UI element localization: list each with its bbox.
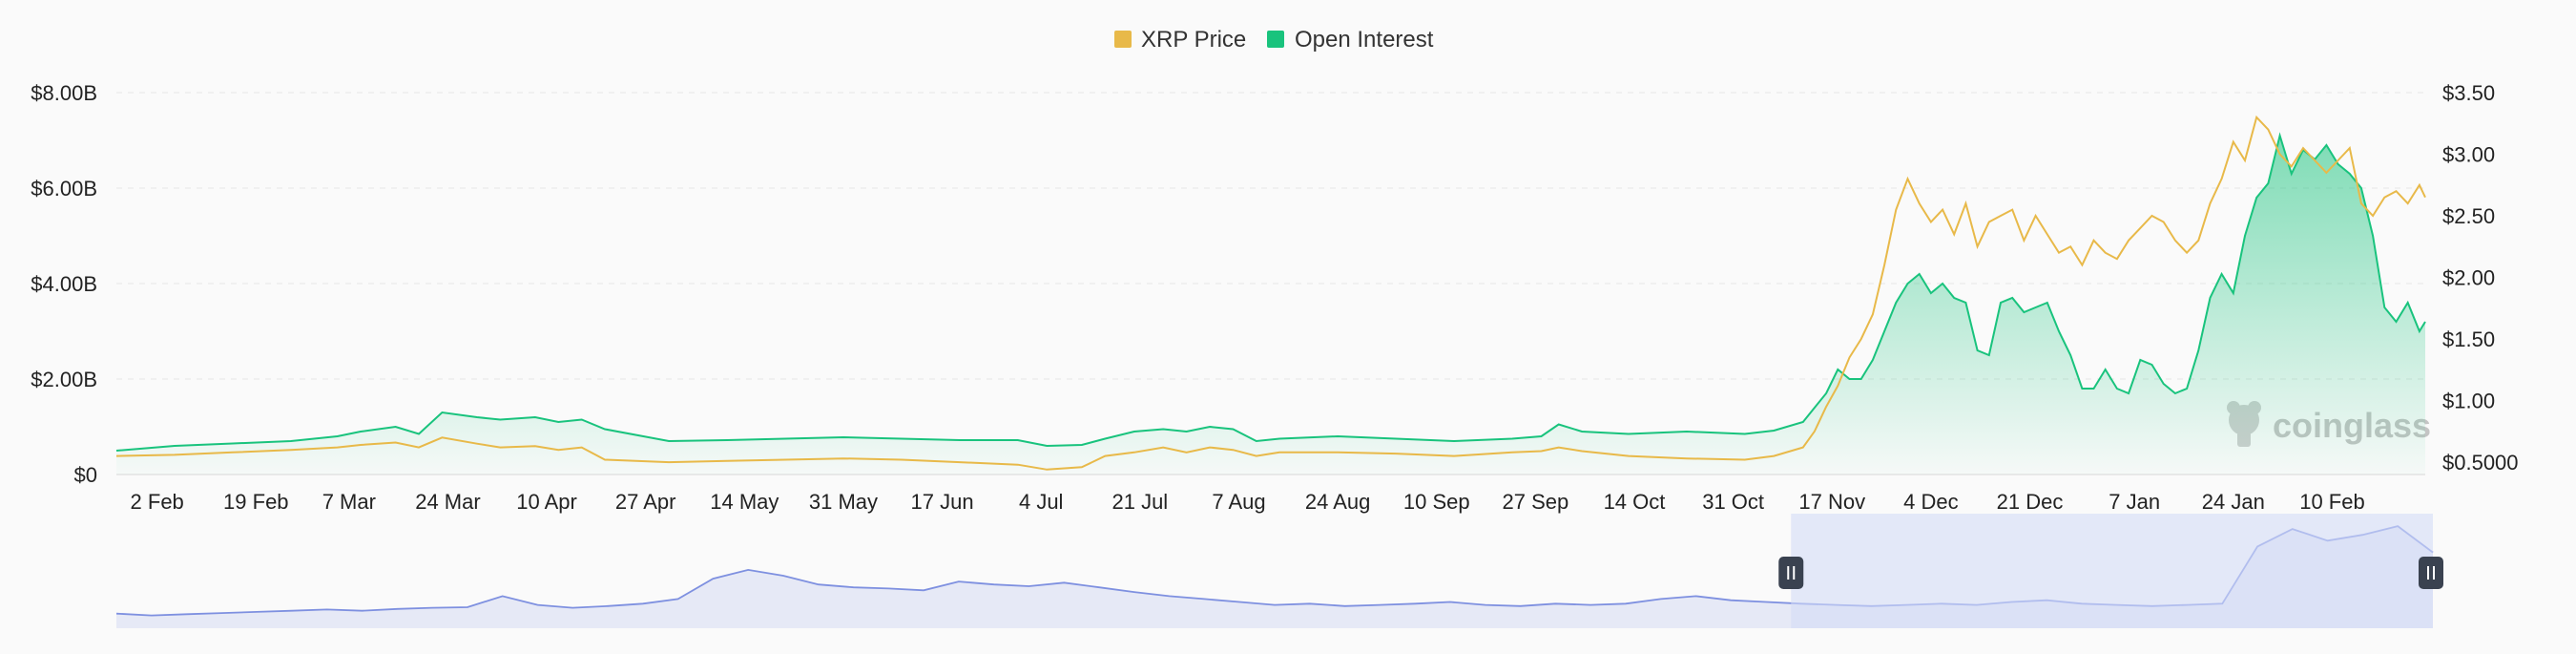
x-axis-tick-label: 10 Feb bbox=[2299, 490, 2365, 514]
x-axis-tick-label: 2 Feb bbox=[131, 490, 184, 514]
x-axis-tick-label: 7 Mar bbox=[322, 490, 376, 514]
open-interest-line bbox=[115, 132, 2426, 452]
left-axis-tick-label: $4.00B bbox=[31, 272, 97, 296]
right-axis-tick-label: $1.00 bbox=[2442, 390, 2495, 413]
right-axis-tick-label: $1.50 bbox=[2442, 327, 2495, 351]
legend-item-open-interest[interactable]: Open Interest bbox=[1267, 27, 1434, 53]
legend: XRP Price Open Interest bbox=[1114, 27, 1434, 53]
left-axis: $0 $2.00B $4.00B $6.00B $8.00B bbox=[31, 81, 97, 487]
x-axis: 2 Feb 19 Feb 7 Mar 24 Mar 10 Apr 27 Apr 14 May… bbox=[131, 490, 2365, 514]
navigator-handle-left[interactable] bbox=[1778, 557, 1804, 589]
legend-swatch-open-interest bbox=[1267, 31, 1284, 48]
navigator-area bbox=[116, 526, 2433, 628]
open-interest-area bbox=[116, 136, 2425, 475]
x-axis-tick-label: 17 Nov bbox=[1798, 490, 1865, 514]
left-axis-tick-label: $8.00B bbox=[31, 81, 97, 105]
legend-label-price: XRP Price bbox=[1141, 27, 1246, 53]
x-axis-tick-label: 10 Sep bbox=[1403, 490, 1470, 514]
right-axis-tick-label: $2.00 bbox=[2442, 266, 2495, 290]
left-axis-tick-label: $2.00B bbox=[31, 368, 97, 391]
legend-swatch-price bbox=[1114, 31, 1132, 48]
navigator[interactable] bbox=[115, 514, 2443, 628]
legend-label-open-interest: Open Interest bbox=[1295, 27, 1434, 53]
x-axis-tick-label: 7 Aug bbox=[1212, 490, 1265, 514]
x-axis-tick-label: 24 Mar bbox=[415, 490, 480, 514]
left-axis-tick-label: $0 bbox=[74, 463, 97, 487]
right-axis-tick-label: $2.50 bbox=[2442, 204, 2495, 228]
left-axis-tick-label: $6.00B bbox=[31, 177, 97, 200]
x-axis-tick-label: 10 Apr bbox=[516, 490, 577, 514]
navigator-handle-right[interactable] bbox=[2419, 557, 2443, 589]
x-axis-tick-label: 4 Jul bbox=[1019, 490, 1063, 514]
x-axis-tick-label: 24 Aug bbox=[1305, 490, 1371, 514]
x-axis-tick-label: 17 Jun bbox=[911, 490, 974, 514]
x-axis-tick-label: 7 Jan bbox=[2109, 490, 2160, 514]
right-axis-tick-label: $3.50 bbox=[2442, 81, 2495, 105]
right-axis-tick-label: $3.00 bbox=[2442, 143, 2495, 167]
x-axis-tick-label: 27 Apr bbox=[615, 490, 676, 514]
x-axis-tick-label: 21 Jul bbox=[1111, 490, 1168, 514]
price-line bbox=[115, 115, 2426, 471]
right-axis-tick-label: $0.5000 bbox=[2442, 451, 2519, 475]
x-axis-tick-label: 21 Dec bbox=[1997, 490, 2064, 514]
right-axis: $0.5000 $1.00 $1.50 $2.00 $2.50 $3.00 $3.50 bbox=[2442, 81, 2519, 475]
x-axis-tick-label: 31 Oct bbox=[1702, 490, 1764, 514]
x-axis-tick-label: 24 Jan bbox=[2202, 490, 2265, 514]
x-axis-tick-label: 14 May bbox=[710, 490, 779, 514]
x-axis-tick-label: 4 Dec bbox=[1903, 490, 1958, 514]
x-axis-tick-label: 14 Oct bbox=[1604, 490, 1666, 514]
x-axis-tick-label: 31 May bbox=[809, 490, 878, 514]
navigator-selection[interactable] bbox=[1791, 514, 2433, 628]
legend-item-price[interactable]: XRP Price bbox=[1114, 27, 1246, 53]
x-axis-tick-label: 27 Sep bbox=[1502, 490, 1568, 514]
x-axis-tick-label: 19 Feb bbox=[223, 490, 289, 514]
